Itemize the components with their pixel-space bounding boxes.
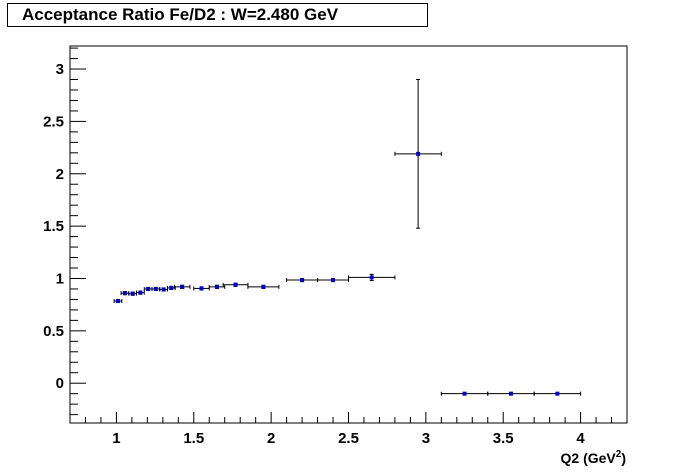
point-marker	[146, 286, 151, 291]
y-tick-label: 2	[56, 166, 64, 183]
data-point	[440, 391, 489, 396]
point-marker	[138, 290, 143, 295]
x-tick-label: 2.5	[338, 430, 359, 447]
x-axis-title-superscript: 2	[616, 449, 622, 460]
x-tick-label: 1.5	[183, 430, 204, 447]
point-marker	[261, 284, 266, 289]
x-tick-label: 3	[422, 430, 430, 447]
x-tick-label: 4	[576, 430, 585, 447]
data-point	[286, 277, 319, 283]
point-marker	[369, 275, 374, 280]
x-axis-tick-labels: 1 1.5 2 2.5 3 3.5 4	[112, 430, 585, 447]
data-point	[222, 282, 249, 287]
data-point	[487, 391, 535, 396]
point-marker	[153, 286, 158, 291]
y-tick-label: 0.5	[43, 323, 64, 340]
point-marker	[508, 391, 513, 396]
plot-frame	[69, 45, 628, 424]
x-tick-label: 3.5	[493, 430, 514, 447]
data-point	[136, 290, 145, 295]
data-point	[143, 286, 153, 292]
x-tick-label: 1	[112, 430, 120, 447]
data-point	[394, 79, 442, 229]
data-point	[128, 291, 138, 296]
y-tick-label: 1.5	[43, 218, 64, 235]
point-marker	[555, 391, 560, 396]
data-point	[247, 284, 280, 289]
data-point	[348, 273, 396, 282]
y-axis-ticks	[70, 47, 86, 416]
x-tick-label: 2	[267, 430, 275, 447]
data-point	[113, 298, 123, 304]
point-marker	[180, 284, 185, 289]
x-axis-title-close: )	[621, 450, 626, 466]
point-marker	[416, 151, 421, 156]
point-marker	[122, 291, 127, 296]
point-marker	[214, 284, 219, 289]
point-marker	[233, 282, 238, 287]
data-point	[120, 291, 130, 296]
data-point	[159, 287, 168, 292]
data-point	[151, 286, 161, 292]
point-marker	[331, 278, 336, 283]
y-tick-label: 1	[56, 270, 64, 287]
data-point	[533, 391, 582, 396]
point-marker	[300, 278, 305, 283]
y-tick-label: 3	[56, 61, 64, 78]
data-point	[208, 284, 226, 289]
y-axis-tick-labels: 0 0.5 1 1.5 2 2.5 3	[43, 61, 64, 392]
point-marker	[130, 291, 135, 296]
x-axis-title: Q2 (GeV2)	[561, 449, 626, 466]
point-marker	[199, 286, 204, 291]
chart-title: Acceptance Ratio Fe/D2 : W=2.480 GeV	[7, 3, 428, 27]
y-tick-label: 2.5	[43, 113, 64, 130]
point-marker	[462, 391, 467, 396]
point-marker	[169, 285, 174, 290]
x-axis-ticks	[69, 412, 628, 423]
y-tick-label: 0	[56, 375, 64, 392]
point-marker	[115, 298, 120, 303]
data-points	[113, 79, 582, 396]
point-marker	[161, 287, 166, 292]
data-point	[317, 277, 349, 283]
data-point	[173, 284, 191, 289]
data-point	[193, 286, 210, 291]
